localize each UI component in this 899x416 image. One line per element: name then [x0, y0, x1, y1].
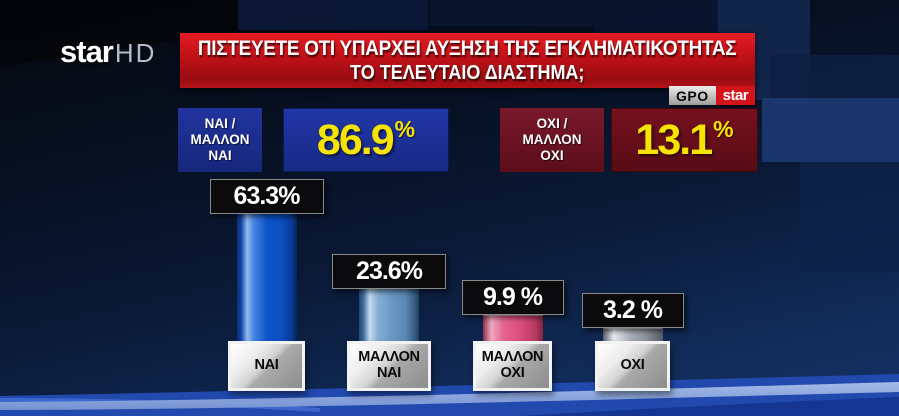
summary-yes-value-box: 86.9 % — [283, 108, 449, 172]
bar-mallon-nai — [359, 288, 419, 341]
question-banner: ΠΙΣΤΕΥΕΤΕ ΟΤΙ ΥΠΑΡΧΕΙ ΑΥΞΗΣΗ ΤΗΣ ΕΓΚΛΗΜΑ… — [180, 33, 755, 88]
summary-yes-label: ΝΑΙ / ΜΑΛΛΟΝ ΝΑΙ — [178, 108, 262, 172]
summary-no-label: ΟΧΙ / ΜΑΛΛΟΝ ΟΧΙ — [500, 108, 604, 172]
summary-no-value: 13.1 — [635, 115, 713, 164]
summary-yes-value: 86.9 — [316, 115, 395, 164]
bar-category-label: ΝΑΙ — [228, 341, 305, 391]
background-patch — [800, 162, 899, 272]
bar-value-label: 3.2 % — [581, 293, 684, 328]
bar-nai — [236, 213, 297, 341]
bar-value-label: 23.6% — [332, 254, 446, 289]
background-patch — [770, 55, 899, 145]
logo-star-text: star — [60, 34, 114, 69]
bar-value-label: 63.3% — [209, 179, 324, 214]
logo-hd-text: HD — [114, 38, 157, 68]
bar-mallon-oxi — [482, 314, 543, 341]
bar-category-label: ΜΑΛΛΟΝ ΝΑΙ — [347, 341, 431, 391]
summary-yes-percent-sign: % — [394, 115, 416, 142]
question-line-1: ΠΙΣΤΕΥΕΤΕ ΟΤΙ ΥΠΑΡΧΕΙ ΑΥΞΗΣΗ ΤΗΣ ΕΓΚΛΗΜΑ… — [198, 36, 737, 60]
background-patch — [430, 0, 595, 26]
channel-logo: star HD — [60, 34, 156, 70]
background-patch — [762, 98, 899, 162]
bar-category-label: ΟΧΙ — [595, 341, 670, 391]
summary-no-value-box: 13.1 % — [611, 108, 758, 172]
bar-value-label: 9.9 % — [461, 280, 564, 315]
bar-category-label: ΜΑΛΛΟΝ ΟΧΙ — [473, 341, 552, 391]
stage-floor — [0, 374, 899, 416]
question-line-2: ΤΟ ΤΕΛΕΥΤΑΙΟ ΔΙΑΣΤΗΜΑ; — [350, 61, 585, 84]
pollster-badge: GPO star — [669, 86, 756, 105]
pollster-badge-gpo: GPO — [669, 86, 716, 105]
background-patch — [238, 0, 428, 30]
summary-no-percent-sign: % — [713, 115, 734, 142]
bar-oxi — [602, 327, 663, 341]
pollster-badge-star: star — [715, 86, 756, 105]
